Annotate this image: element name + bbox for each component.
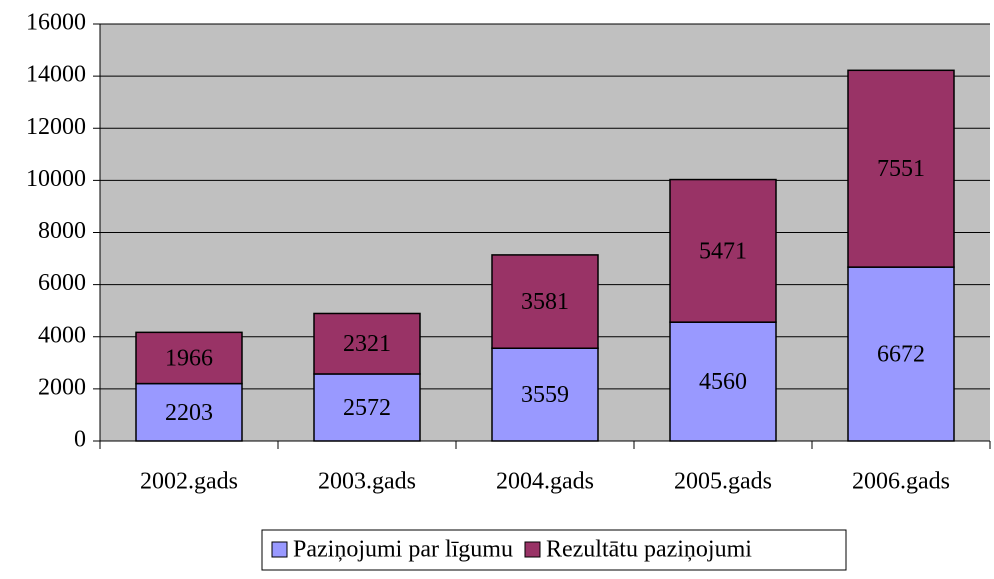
x-tick-label: 2004.gads bbox=[496, 469, 594, 495]
bar-segment bbox=[669, 178, 777, 323]
data-label: 5471 bbox=[699, 238, 747, 264]
y-tick-label: 10000 bbox=[26, 166, 86, 192]
y-tick-label: 12000 bbox=[26, 114, 86, 140]
y-tick-label: 16000 bbox=[26, 10, 86, 36]
bar-segment bbox=[847, 69, 955, 268]
y-tick-label: 0 bbox=[74, 427, 86, 453]
data-label: 3581 bbox=[521, 289, 569, 315]
legend-label: Paziņojumi par līgumu bbox=[293, 537, 513, 563]
legend-swatch bbox=[271, 541, 288, 558]
bar-segment bbox=[491, 347, 599, 442]
legend-box bbox=[261, 529, 847, 571]
bar-segment bbox=[313, 312, 421, 375]
y-tick-label: 4000 bbox=[38, 322, 86, 348]
data-label: 1966 bbox=[165, 345, 213, 371]
bar-segment bbox=[135, 382, 243, 442]
legend-label: Rezultātu paziņojumi bbox=[546, 537, 752, 563]
bar-segment bbox=[847, 266, 955, 442]
data-label: 2321 bbox=[343, 331, 391, 357]
y-tick-label: 14000 bbox=[26, 62, 86, 88]
data-label: 7551 bbox=[877, 156, 925, 182]
data-label: 4560 bbox=[699, 369, 747, 395]
legend-swatch bbox=[524, 541, 541, 558]
x-tick-label: 2003.gads bbox=[318, 469, 416, 495]
y-tick-label: 2000 bbox=[38, 374, 86, 400]
data-label: 2572 bbox=[343, 395, 391, 421]
bar-segment bbox=[135, 331, 243, 385]
data-label: 2203 bbox=[165, 400, 213, 426]
data-label: 3559 bbox=[521, 382, 569, 408]
data-label: 6672 bbox=[877, 342, 925, 368]
y-tick-label: 6000 bbox=[38, 270, 86, 296]
bar-segment bbox=[669, 321, 777, 442]
x-tick-label: 2005.gads bbox=[674, 469, 772, 495]
x-tick-label: 2002.gads bbox=[140, 469, 238, 495]
y-tick-label: 8000 bbox=[38, 218, 86, 244]
x-tick-label: 2006.gads bbox=[852, 469, 950, 495]
bar-segment bbox=[491, 254, 599, 349]
